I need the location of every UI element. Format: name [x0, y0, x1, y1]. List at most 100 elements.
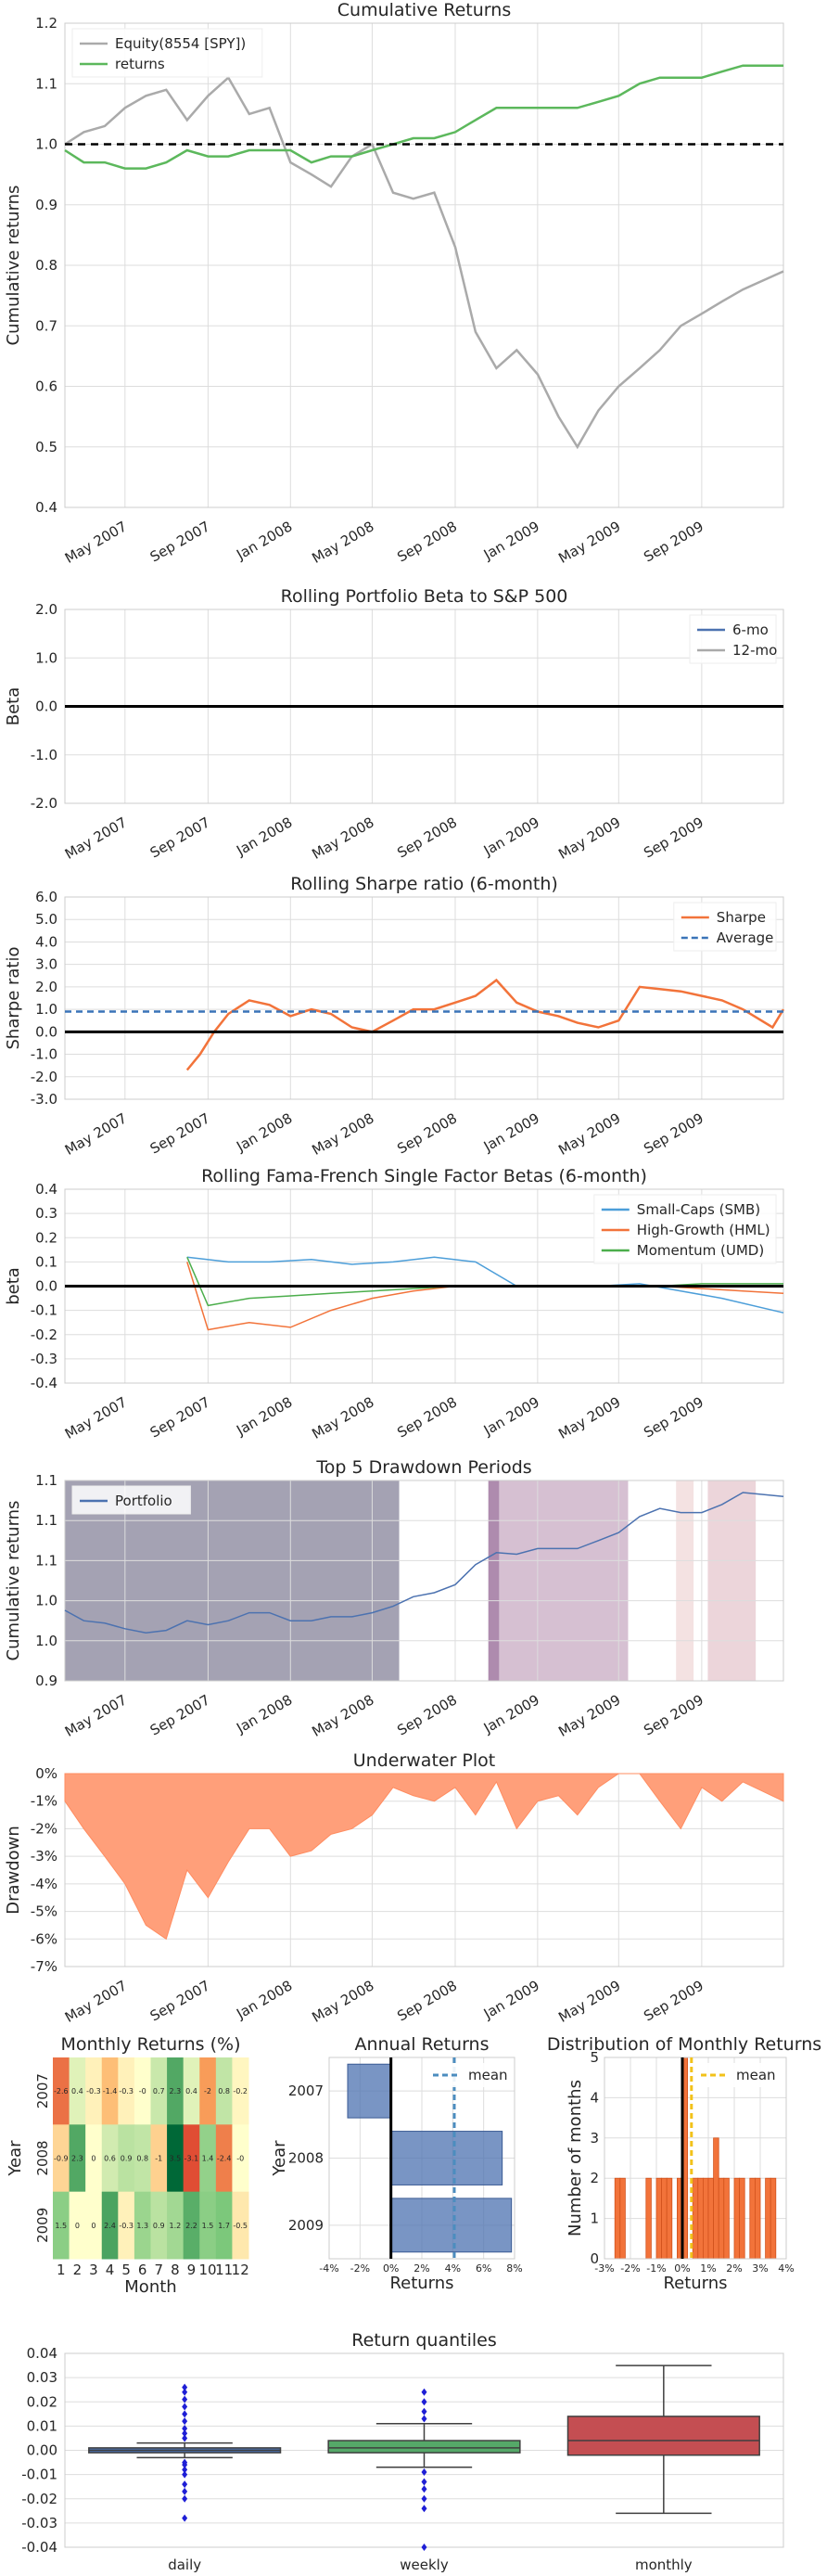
heatmap-cell [167, 2124, 184, 2193]
box-outlier [421, 2407, 427, 2416]
y-tick-label: 2.0 [35, 601, 57, 618]
heatmap-cell [134, 2057, 151, 2125]
x-tick-label: 3% [752, 2262, 768, 2275]
y-tick-label: -2.0 [31, 1069, 57, 1085]
plot-area [64, 896, 784, 1100]
heatmap-cell [101, 2124, 119, 2193]
chart-return-quantiles: -0.04 -0.03 -0.02 -0.01 0.00 0.01 0.02 0.03 0.04… [21, 2330, 784, 2573]
y-tick-label: -0.03 [21, 2515, 57, 2531]
x-tick-label: Jan 2009 [480, 1109, 542, 1155]
heatmap-cell [183, 2057, 200, 2125]
heatmap-cell-label: 1.5 [55, 2222, 67, 2230]
heatmap-cell-label: -0 [236, 2155, 244, 2163]
histogram-bar [723, 2177, 730, 2260]
x-tick-label: 6 [138, 2262, 147, 2278]
box-outlier [421, 2544, 427, 2551]
heatmap-cell-label: -1 [155, 2155, 162, 2163]
heatmap-cell-label: -0 [139, 2087, 146, 2095]
y-axis-label: Number of months [566, 2080, 585, 2236]
x-tick-label: 7 [155, 2262, 164, 2278]
y-tick-label: 0.2 [35, 1229, 57, 1246]
heatmap-cell-label: 2.4 [104, 2222, 116, 2230]
legend-box [695, 2063, 779, 2087]
y-tick-label: -1.0 [31, 747, 57, 763]
heatmap-cell-label: -0.3 [119, 2222, 134, 2230]
y-tick-label: 6.0 [35, 889, 57, 905]
y-tick-label: 1.2 [35, 15, 57, 32]
x-tick-label: May 2008 [309, 814, 376, 863]
heatmap-cell-label: 0.7 [153, 2087, 165, 2095]
legend-box [71, 28, 263, 78]
x-tick-label: Jan 2008 [233, 1393, 295, 1439]
heatmap-cell [183, 2191, 200, 2260]
heatmap-cell-label: -1.4 [103, 2087, 118, 2095]
heatmap-cell [150, 2057, 168, 2125]
histogram-bar [614, 2177, 621, 2260]
heatmap-cell-label: 0 [91, 2155, 95, 2163]
heatmap-cell-label: 0.6 [104, 2155, 116, 2163]
y-tick-label: 2.0 [35, 979, 57, 995]
heatmap-cell-label: -3.1 [184, 2155, 199, 2163]
chart-distribution: -3% -2% -1% 0% 1% 2% 3% 4% 0 1 2 3 4 5 mean Distributio… [547, 2034, 821, 2293]
legend-box [673, 902, 777, 952]
legend-label: mean [736, 2067, 776, 2083]
y-tick-label: 1.0 [35, 136, 57, 153]
box-outlier [182, 2487, 188, 2495]
annual-return-bar [347, 2063, 392, 2119]
x-tick-label: Sep 2009 [641, 1977, 706, 2024]
chart-title: Return quantiles [351, 2330, 496, 2351]
y-tick-label: 0.3 [35, 1205, 57, 1222]
box-outlier [182, 2429, 188, 2438]
legend-label: High-Growth (HML) [637, 1222, 770, 1238]
histogram-bar [692, 2177, 699, 2260]
y-axis-label: Year [6, 2140, 25, 2177]
y-tick-label: -0.02 [21, 2491, 57, 2507]
heatmap-cell-label: 3.5 [170, 2155, 182, 2163]
heatmap-cell-label: 1.4 [202, 2155, 214, 2163]
x-tick-label: daily [168, 2557, 201, 2573]
histogram-bar [697, 2177, 704, 2260]
x-tick-label: 4% [445, 2262, 461, 2275]
box-outlier [182, 2480, 188, 2489]
x-tick-label: 4% [778, 2262, 794, 2275]
y-tick-label: 0.01 [27, 2417, 57, 2434]
heatmap-cell-label: -0.3 [119, 2087, 134, 2095]
x-tick-label: Sep 2007 [147, 814, 213, 861]
x-tick-label: Sep 2007 [147, 1977, 213, 2024]
y-tick-label: -0.4 [31, 1375, 57, 1391]
chart-annual-returns: -4% -2% 0% 2% 4% 6% 8% 2007 2008 2009 mean Annual R… [270, 2034, 523, 2293]
x-tick-label: May 2009 [555, 518, 623, 567]
y-tick-label: 1.1 [35, 1472, 57, 1489]
histogram-bar [703, 2177, 709, 2260]
x-tick-label: Jan 2008 [233, 814, 295, 859]
y-tick-label: 0.03 [27, 2369, 57, 2386]
x-tick-label: May 2007 [62, 1977, 130, 2026]
x-tick-label: 2% [726, 2262, 742, 2275]
y-axis-label: Sharpe ratio [4, 947, 23, 1050]
x-tick-label: Sep 2008 [394, 814, 460, 861]
heatmap-cell-label: -0.3 [86, 2087, 101, 2095]
y-tick-label: 1.0 [35, 1001, 57, 1018]
x-tick-label: Jan 2008 [233, 1109, 295, 1155]
x-tick-label: Jan 2009 [480, 1393, 542, 1439]
heatmap-cell-label: 2.3 [170, 2087, 182, 2095]
y-tick-label: 2007 [34, 2073, 51, 2108]
series-line-portfolio [64, 1492, 784, 1634]
x-tick-label: 2% [414, 2262, 429, 2275]
chart-title: Annual Returns [354, 2034, 489, 2055]
heatmap-cell [199, 2124, 217, 2193]
box-outlier [421, 2494, 427, 2503]
x-tick-label: 6% [476, 2262, 491, 2275]
legend-label: Momentum (UMD) [637, 1242, 764, 1259]
x-tick-label: May 2009 [555, 1109, 623, 1159]
y-tick-label: 0.7 [35, 317, 57, 334]
x-tick-label: May 2009 [555, 1691, 623, 1740]
y-tick-label: 0% [35, 1765, 57, 1782]
histogram-bar [619, 2177, 626, 2260]
box-outlier [421, 2388, 427, 2396]
heatmap-cell [69, 2191, 86, 2260]
y-tick-label: -3% [31, 1848, 57, 1865]
histogram-bar [733, 2177, 740, 2260]
series-line-sharpe [185, 978, 785, 1071]
x-tick-label: May 2008 [309, 1977, 376, 2026]
